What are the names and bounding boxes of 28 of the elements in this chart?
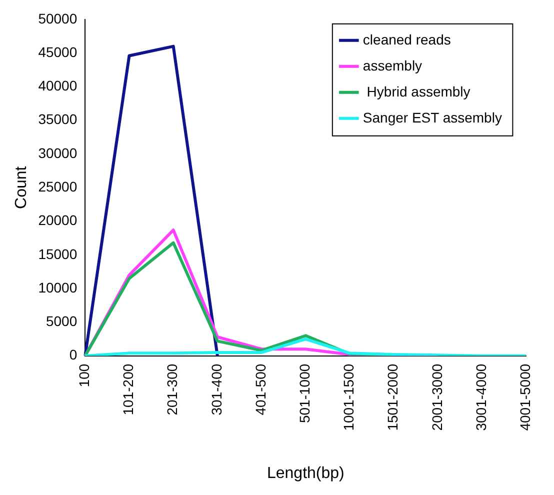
y-axis-title: Count bbox=[13, 166, 30, 209]
y-tick-label: 50000 bbox=[38, 10, 78, 26]
legend-label: Sanger EST assembly bbox=[362, 109, 502, 126]
x-tick-label: 1501-2000 bbox=[384, 364, 401, 431]
y-tick-label: 45000 bbox=[38, 44, 78, 60]
x-tick-label: 501-1000 bbox=[296, 364, 313, 424]
y-tick-label: 15000 bbox=[38, 246, 78, 262]
x-tick-label: 101-200 bbox=[120, 364, 136, 416]
x-tick-label: 100 bbox=[76, 364, 92, 388]
x-tick-label: 4001-5000 bbox=[517, 364, 534, 431]
y-tick-label: 0 bbox=[69, 346, 78, 363]
legend-label: Hybrid assembly bbox=[362, 83, 470, 100]
x-tick-label: 301-400 bbox=[208, 364, 224, 416]
y-tick-label: 25000 bbox=[38, 178, 78, 194]
x-tick-label: 1001-1500 bbox=[340, 364, 357, 431]
x-tick-label: 401-500 bbox=[252, 364, 268, 416]
y-tick-label: 40000 bbox=[38, 78, 78, 94]
x-axis-title: Length(bp) bbox=[266, 464, 344, 482]
y-tick-label: 20000 bbox=[38, 212, 78, 228]
x-tick-label: 201-300 bbox=[164, 364, 180, 416]
y-tick-label: 10000 bbox=[38, 279, 78, 296]
y-tick-label: 30000 bbox=[38, 144, 78, 161]
legend-label: cleaned reads bbox=[362, 31, 451, 48]
x-tick-label: 2001-3000 bbox=[428, 364, 445, 431]
y-tick-label: 5000 bbox=[46, 313, 78, 330]
y-tick-label: 35000 bbox=[38, 111, 78, 128]
legend-label: assembly bbox=[362, 57, 422, 74]
x-tick-label: 3001-4000 bbox=[472, 364, 489, 431]
